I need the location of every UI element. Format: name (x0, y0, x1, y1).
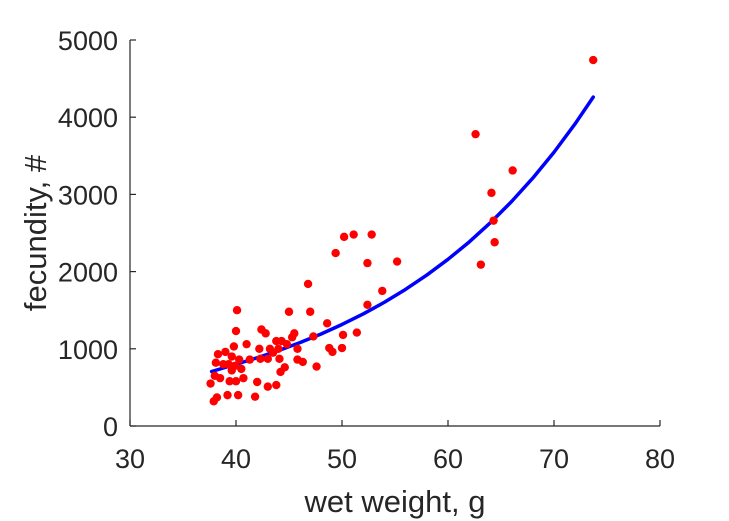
data-point (378, 286, 387, 296)
data-point (298, 357, 307, 367)
data-point (322, 319, 332, 328)
data-point (223, 390, 232, 400)
y-tick-label: 1000 (58, 335, 118, 365)
axes-layer: 30 40 50 60 70 80 0 1000 2000 3000 4000 5000 (58, 26, 675, 474)
scatter-points-layer (206, 55, 598, 406)
data-point (237, 364, 246, 374)
y-tick-label: 0 (103, 412, 118, 442)
x-tick-label: 80 (645, 444, 675, 474)
data-point (230, 361, 240, 370)
data-point (275, 354, 284, 364)
data-point (215, 373, 225, 383)
data-point (508, 166, 517, 175)
data-point (487, 188, 496, 198)
data-point (363, 258, 372, 268)
data-point (290, 329, 299, 338)
data-point (489, 216, 498, 225)
data-point (225, 377, 234, 386)
data-point (282, 339, 292, 349)
data-point (476, 260, 486, 269)
data-point (233, 390, 243, 400)
x-tick-label: 30 (115, 444, 145, 474)
data-point (231, 377, 241, 386)
data-point (337, 343, 347, 353)
data-point (211, 358, 221, 367)
data-point (331, 248, 340, 258)
data-point (284, 307, 294, 316)
y-tick-label: 2000 (58, 258, 118, 288)
fit-curve (209, 95, 595, 374)
data-point (261, 329, 270, 338)
fit-curve-layer (209, 95, 595, 374)
data-point (280, 363, 289, 372)
data-point (490, 238, 499, 247)
data-point (328, 347, 337, 357)
x-tick-label: 70 (539, 444, 569, 474)
data-point (239, 373, 248, 383)
data-point (309, 332, 318, 341)
data-point (227, 352, 236, 361)
data-point (363, 300, 372, 309)
data-point (306, 307, 315, 316)
data-point (213, 350, 223, 359)
data-point (471, 129, 480, 139)
data-point (232, 306, 242, 315)
data-point (242, 339, 251, 349)
x-tick-label: 50 (327, 444, 357, 474)
data-point (392, 257, 402, 266)
data-point (589, 55, 598, 65)
data-point (263, 382, 272, 391)
data-point (349, 230, 358, 239)
data-point (255, 344, 264, 353)
x-tick-label: 40 (221, 444, 251, 474)
y-tick-label: 4000 (58, 103, 118, 133)
data-point (212, 393, 222, 402)
data-point (256, 354, 265, 364)
x-axis-label: wet weight, g (304, 484, 486, 519)
data-point (339, 232, 349, 242)
data-point (274, 344, 283, 353)
y-axis-label: fecundity, # (18, 154, 53, 311)
data-point (221, 347, 230, 357)
data-point (338, 330, 348, 340)
data-point (303, 279, 313, 289)
y-tick-label: 3000 (58, 180, 118, 210)
data-point (234, 355, 244, 364)
data-point (312, 362, 321, 371)
data-point (224, 360, 233, 369)
data-point (263, 354, 272, 364)
data-point (367, 230, 376, 239)
data-point (231, 326, 241, 336)
data-point (253, 377, 262, 387)
data-point (245, 355, 254, 364)
data-point (272, 380, 281, 390)
data-point (229, 342, 239, 351)
data-point (206, 379, 215, 388)
data-point (250, 392, 260, 401)
data-point (293, 344, 302, 353)
y-tick-label: 5000 (58, 26, 118, 56)
x-tick-label: 60 (433, 444, 463, 474)
data-point (352, 328, 362, 337)
